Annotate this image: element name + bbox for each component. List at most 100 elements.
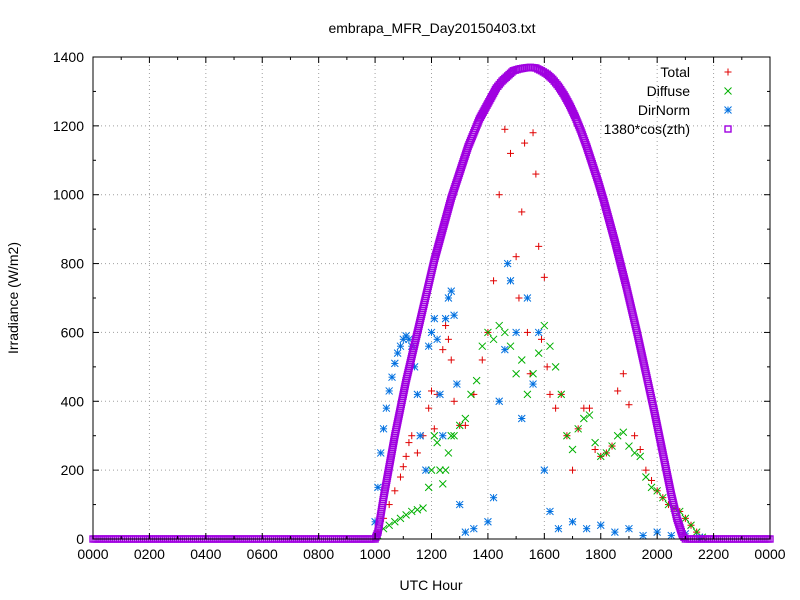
data-point — [447, 356, 455, 364]
data-point — [563, 431, 571, 440]
legend-label: Total — [660, 64, 690, 80]
data-point — [427, 328, 436, 337]
data-point — [535, 242, 543, 250]
data-point — [455, 421, 464, 430]
data-point — [611, 528, 619, 536]
data-point — [512, 328, 520, 337]
data-point — [579, 414, 588, 423]
data-point — [551, 363, 560, 371]
data-point — [523, 294, 532, 302]
data-point — [382, 404, 391, 413]
data-point — [413, 449, 421, 457]
data-point — [517, 414, 526, 423]
x-tick-label: 1000 — [360, 546, 391, 562]
data-point — [461, 414, 470, 423]
data-point — [416, 431, 425, 440]
data-point — [506, 342, 515, 351]
data-point — [379, 424, 388, 433]
x-axis-label: UTC Hour — [399, 577, 462, 593]
data-point — [444, 294, 453, 302]
data-point — [396, 473, 404, 481]
data-point — [444, 335, 452, 343]
data-point — [546, 342, 554, 351]
data-point — [484, 517, 492, 526]
data-point — [438, 431, 447, 440]
data-point — [642, 473, 650, 481]
data-point — [442, 322, 450, 330]
data-point — [441, 466, 450, 474]
data-point — [529, 129, 537, 137]
data-point — [639, 531, 647, 540]
data-point — [399, 463, 407, 471]
data-point — [402, 452, 410, 460]
data-point — [461, 421, 469, 429]
data-point — [518, 208, 526, 216]
data-point — [554, 524, 563, 533]
y-tick-label: 0 — [76, 531, 84, 547]
data-point — [585, 404, 593, 412]
data-point — [591, 445, 599, 453]
data-point — [515, 294, 523, 302]
data-point — [546, 390, 554, 398]
data-point — [385, 387, 394, 395]
data-point — [472, 376, 481, 385]
x-tick-label: 1600 — [529, 546, 560, 562]
data-point — [585, 411, 594, 419]
data-point — [393, 349, 402, 357]
data-point — [512, 253, 520, 261]
data-point — [602, 449, 611, 457]
data-point — [625, 524, 633, 533]
data-point — [631, 432, 639, 440]
legend-marker — [724, 68, 732, 76]
data-point — [532, 170, 540, 178]
data-point — [540, 466, 549, 474]
data-point — [506, 276, 515, 285]
data-point — [681, 514, 690, 523]
series-2 — [371, 259, 704, 542]
data-point — [478, 342, 487, 351]
data-point — [501, 125, 509, 133]
data-point — [478, 356, 486, 364]
y-tick-label: 200 — [61, 462, 85, 478]
data-point — [596, 452, 605, 461]
data-point — [390, 359, 399, 368]
data-point — [500, 345, 509, 354]
data-point — [517, 356, 526, 364]
data-point — [390, 517, 399, 526]
data-point — [658, 493, 667, 502]
data-point — [428, 387, 435, 395]
legend-marker — [724, 87, 732, 95]
data-point — [667, 531, 676, 540]
data-point — [540, 321, 549, 330]
data-point — [625, 401, 633, 409]
data-point — [391, 487, 399, 495]
x-tick-label: 0600 — [247, 546, 278, 562]
data-point — [439, 346, 447, 354]
data-point — [405, 439, 413, 447]
data-point — [540, 273, 548, 281]
data-point — [489, 493, 498, 502]
legend-label: DirNorm — [638, 102, 690, 118]
data-point — [430, 431, 439, 440]
data-point — [455, 500, 464, 509]
data-point — [413, 505, 422, 514]
data-point — [425, 404, 433, 412]
axis-ticks: 0000 0200 0400 0600 0800 1000 1200 1400 1600 1800… — [53, 49, 786, 562]
data-point — [430, 314, 439, 323]
data-point — [619, 370, 627, 378]
data-point — [450, 397, 458, 405]
data-point — [642, 466, 650, 474]
x-tick-label: 1400 — [472, 546, 503, 562]
data-point — [490, 277, 498, 285]
data-point — [489, 335, 498, 344]
data-point — [469, 524, 478, 533]
data-point — [447, 287, 456, 295]
chart-title: embrapa_MFR_Day20150403.txt — [328, 20, 535, 36]
grid-lines — [93, 57, 770, 539]
data-point — [385, 521, 394, 530]
data-point — [402, 511, 410, 519]
y-tick-label: 800 — [61, 256, 85, 272]
data-point — [408, 432, 416, 440]
data-point — [574, 424, 583, 433]
